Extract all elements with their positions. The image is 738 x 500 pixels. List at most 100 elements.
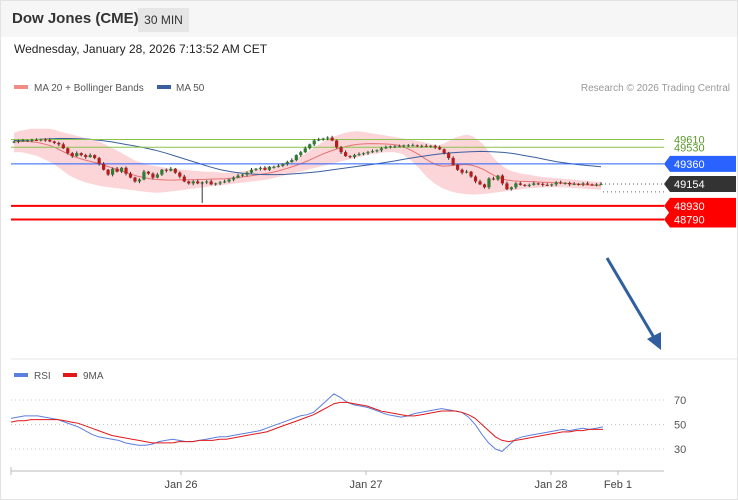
time-tick-label: Jan 27 xyxy=(349,479,382,491)
timeframe-button[interactable]: 30 MIN xyxy=(138,8,189,32)
candle xyxy=(518,181,522,186)
candle xyxy=(205,180,209,185)
candle xyxy=(303,146,307,153)
ma50-legend-swatch xyxy=(157,85,171,89)
candle-body xyxy=(178,172,182,177)
candle xyxy=(57,141,61,147)
candle xyxy=(352,153,357,159)
candle-body xyxy=(254,168,258,170)
candle-body xyxy=(442,149,446,154)
candle xyxy=(52,140,56,145)
candle xyxy=(343,150,348,157)
candle xyxy=(317,137,321,142)
candle-body xyxy=(52,141,56,143)
candle xyxy=(550,183,554,187)
candle-body xyxy=(357,154,361,156)
candle-body xyxy=(500,175,505,184)
candle xyxy=(93,154,97,160)
candle-body xyxy=(231,177,236,180)
candle-body xyxy=(128,173,133,178)
candle-body xyxy=(518,183,522,185)
candle xyxy=(478,179,482,186)
candle-body xyxy=(299,152,303,156)
candle-body xyxy=(25,140,30,142)
copyright-text: Research © 2026 Trading Central xyxy=(581,83,730,94)
candle-body xyxy=(402,145,406,147)
candle-body xyxy=(133,177,137,182)
candle-body xyxy=(93,155,97,159)
candle-body xyxy=(79,153,83,156)
candle xyxy=(442,148,446,155)
candle xyxy=(97,156,101,166)
candle-body xyxy=(590,184,594,186)
candle-body xyxy=(429,145,433,147)
level-label: 49530 xyxy=(674,142,705,154)
candle xyxy=(30,138,34,143)
candle xyxy=(402,144,406,148)
candle xyxy=(285,160,289,166)
candle-body xyxy=(321,138,325,140)
time-tick-label: Jan 26 xyxy=(164,479,197,491)
candle-body xyxy=(119,167,124,172)
instrument-title: Dow Jones (CME) xyxy=(12,10,139,27)
candle xyxy=(187,180,191,185)
candle xyxy=(16,139,21,144)
candle-body xyxy=(110,168,115,175)
ma20-legend-swatch xyxy=(14,85,28,89)
candle-body xyxy=(585,183,590,185)
candle xyxy=(281,163,285,168)
candle-body xyxy=(142,171,146,180)
rsi-legend-label: RSI xyxy=(34,371,51,382)
rsi-ma-legend-swatch xyxy=(63,373,77,377)
rsi-line xyxy=(10,393,604,452)
candle xyxy=(384,145,388,150)
candle-body xyxy=(505,183,509,190)
candle xyxy=(420,144,424,148)
candle-body xyxy=(155,174,159,178)
candle-body xyxy=(370,151,375,153)
level-49154: 49154 xyxy=(601,175,736,192)
candle xyxy=(559,180,563,185)
candle xyxy=(411,143,415,147)
candle-body xyxy=(335,140,339,148)
time-axis: Jan 26 Jan 27 Jan 28 Feb 1 xyxy=(10,467,632,491)
candle-body xyxy=(379,148,384,151)
candle-body xyxy=(594,184,599,186)
candle xyxy=(25,139,30,142)
candle xyxy=(254,167,258,172)
candle-body xyxy=(384,147,388,149)
candle xyxy=(312,139,316,147)
candle-body xyxy=(30,139,34,141)
candle-body xyxy=(433,145,437,148)
candle-body xyxy=(16,140,21,142)
candle xyxy=(568,181,572,187)
candle-body xyxy=(559,182,563,184)
candle-body xyxy=(532,183,536,185)
candle xyxy=(272,165,276,169)
candle xyxy=(151,172,155,180)
candle-body xyxy=(61,144,65,149)
candle-body xyxy=(491,178,496,180)
candle xyxy=(267,166,272,172)
candle xyxy=(164,168,168,173)
time-tick-label: Feb 1 xyxy=(604,479,632,491)
candle xyxy=(393,145,397,149)
candle xyxy=(34,138,39,141)
candle-body xyxy=(447,153,451,159)
candle xyxy=(178,171,182,179)
candle xyxy=(500,174,505,186)
candle-body xyxy=(487,178,491,188)
candle-body xyxy=(102,163,106,170)
candle xyxy=(527,183,531,188)
candle-body xyxy=(415,145,419,147)
candle xyxy=(88,153,92,158)
rsi-legend-swatch xyxy=(14,373,28,377)
candle xyxy=(370,149,375,153)
candle-body xyxy=(223,181,227,183)
candle-body xyxy=(514,183,518,188)
candle-body xyxy=(303,148,307,153)
bollinger-band-area xyxy=(14,128,601,195)
candle-body xyxy=(326,137,330,139)
candle xyxy=(594,183,599,187)
